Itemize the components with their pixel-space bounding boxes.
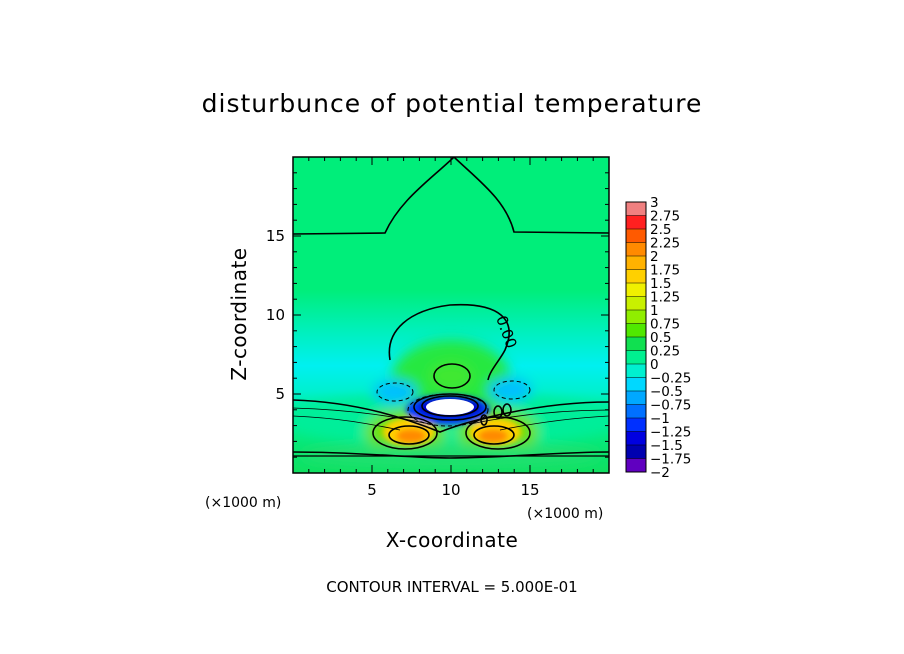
- colorbar-label: −1.75: [650, 452, 691, 468]
- colorbar-label: −1: [650, 411, 670, 427]
- colorbar-swatch: [626, 283, 646, 297]
- y-tick-labels: 5 10 15: [266, 227, 285, 403]
- colorbar-label: −0.25: [650, 371, 691, 387]
- colorbar-swatch: [626, 323, 646, 338]
- colorbar-swatch: [626, 404, 646, 419]
- y-tick-label: 15: [266, 227, 285, 245]
- colorbar-label: 0: [650, 357, 659, 373]
- colorbar-label: 0.5: [650, 330, 671, 346]
- colorbar-label: 1.75: [650, 263, 680, 279]
- colorbar-swatch: [626, 242, 646, 257]
- colorbar-swatch: [626, 215, 646, 230]
- x-unit-left: (×1000 m): [205, 495, 281, 511]
- colorbar-swatch: [626, 377, 646, 392]
- colorbar-label: −1.5: [650, 438, 683, 454]
- x-tick-label: 5: [367, 481, 377, 499]
- x-tick-label: 15: [520, 481, 539, 499]
- colorbar-label: 1.5: [650, 276, 671, 292]
- colorbar-swatch: [626, 202, 646, 216]
- colorbar-swatch: [626, 269, 646, 284]
- contour-field: 0.00: [293, 157, 609, 473]
- y-axis-label: Z-coordinate: [227, 247, 251, 380]
- colorbar-swatch: [626, 391, 646, 405]
- colorbar-swatch: [626, 418, 646, 432]
- colorbar-label: 2: [650, 249, 659, 265]
- colorbar-swatch: [626, 310, 646, 324]
- colorbar: 32.752.52.2521.751.51.2510.750.50.250−0.…: [625, 195, 691, 481]
- contour-interval-note: CONTOUR INTERVAL = 5.000E-01: [326, 578, 577, 596]
- y-tick-label: 5: [275, 385, 285, 403]
- colorbar-swatch: [626, 256, 646, 270]
- colorbar-swatch: [626, 364, 646, 378]
- colorbar-label: 2.75: [650, 209, 680, 225]
- colorbar-label: 0.75: [650, 317, 680, 333]
- colorbar-label: −0.75: [650, 398, 691, 414]
- colorbar-swatch: [626, 229, 646, 243]
- colorbar-swatch: [626, 350, 646, 365]
- colorbar-swatch: [626, 458, 646, 473]
- colorbar-label: −0.5: [650, 384, 683, 400]
- colorbar-label: 2.25: [650, 236, 680, 252]
- colorbar-label: 3: [650, 195, 659, 211]
- x-tick-label: 10: [441, 481, 460, 499]
- colorbar-label: 0.25: [650, 344, 680, 360]
- colorbar-swatch: [626, 431, 646, 446]
- chart-title: disturbunce of potential temperature: [202, 89, 703, 118]
- colorbar-label: −1.25: [650, 425, 691, 441]
- x-axis-label: X-coordinate: [386, 528, 519, 552]
- colorbar-label: 1.25: [650, 290, 680, 306]
- x-tick-labels: 5 10 15: [367, 481, 539, 499]
- colorbar-label: −2: [650, 465, 670, 481]
- colorbar-label: 2.5: [650, 222, 671, 238]
- axis-ticks: [293, 157, 609, 473]
- colorbar-swatch: [626, 337, 646, 351]
- colorbar-swatch: [626, 296, 646, 311]
- colorbar-swatch: [626, 445, 646, 459]
- x-unit-right: (×1000 m): [527, 506, 603, 522]
- y-tick-label: 10: [266, 306, 285, 324]
- colorbar-label: 1: [650, 303, 659, 319]
